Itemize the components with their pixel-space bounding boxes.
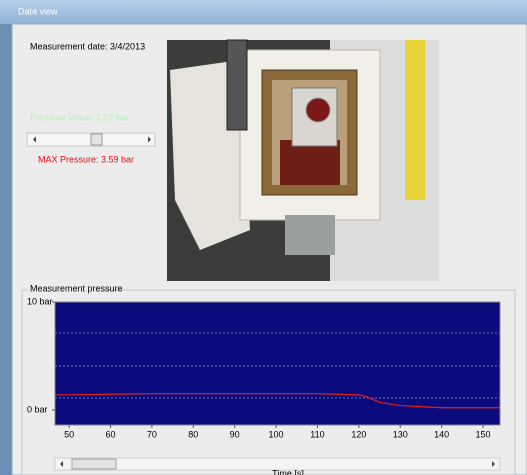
slider-thumb[interactable] <box>90 133 103 146</box>
chart-scrollbar[interactable] <box>54 457 501 471</box>
slider-right-arrow[interactable] <box>148 136 151 143</box>
x-tick-label: 120 <box>351 429 366 439</box>
photo-liquid <box>280 140 340 185</box>
group-box <box>21 289 516 475</box>
photo-window <box>305 97 331 123</box>
x-tick-label: 110 <box>310 429 324 439</box>
x-tick-label: 100 <box>269 429 284 439</box>
max-pressure: MAX Pressure: 3.59 bar <box>38 154 134 164</box>
photo-yellow-strip <box>405 40 425 200</box>
group-title: Measurement pressure <box>30 283 123 293</box>
pressure-value: Pressure Value: 1.27 bar <box>30 112 129 122</box>
plot-area <box>54 301 501 426</box>
photo-connector <box>226 39 248 131</box>
scroll-thumb[interactable] <box>71 458 117 470</box>
x-tick-label: 60 <box>105 429 115 439</box>
pressure-line <box>56 393 500 409</box>
pressure-chart: 0 bar 10 bar 50 60 70 80 90 100 110 120 130 140 150 T… <box>27 296 501 475</box>
x-tick-label: 70 <box>147 429 157 439</box>
x-tick-label: 150 <box>476 429 491 439</box>
camera-image <box>167 39 439 281</box>
x-tick-label: 130 <box>393 429 408 439</box>
slider[interactable] <box>26 132 156 147</box>
group-title-bg <box>27 284 105 295</box>
x-tick-label: 90 <box>230 429 240 439</box>
title-bar <box>0 0 527 24</box>
x-tick-label: 80 <box>188 429 198 439</box>
slider-left-arrow[interactable] <box>33 136 36 143</box>
x-axis-label: Time [s] <box>272 468 304 475</box>
window-title: Data view <box>18 6 58 16</box>
y-tick-label: 0 bar <box>27 404 48 414</box>
photo-fitting <box>285 215 335 255</box>
scroll-left-arrow[interactable] <box>60 461 63 467</box>
y-tick-label: 10 bar <box>27 296 53 306</box>
measurement-date: Measurement date: 3/4/2013 <box>30 41 145 51</box>
scrollbar-track <box>54 457 501 471</box>
scroll-right-arrow[interactable] <box>492 461 495 467</box>
x-tick-label: 50 <box>64 429 74 439</box>
x-tick-label: 140 <box>434 429 449 439</box>
